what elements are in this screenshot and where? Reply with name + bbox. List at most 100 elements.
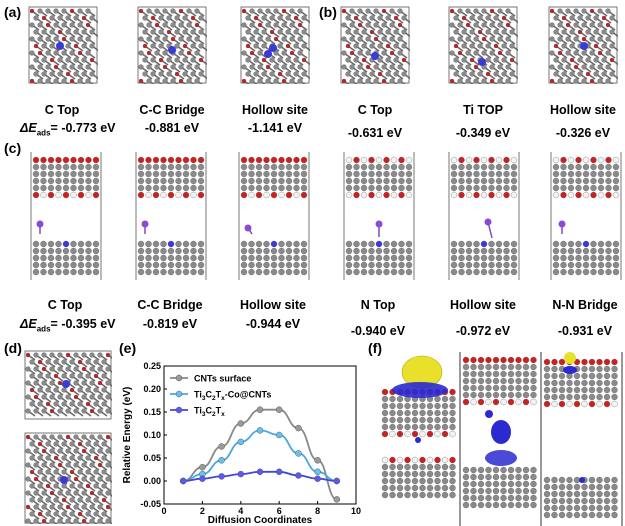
iso-blue	[491, 420, 511, 444]
legend-marker-0	[175, 374, 183, 382]
delta-e-ads-label-row1: ΔEads= -0.773 eV	[20, 121, 116, 138]
structure-c-1	[30, 152, 102, 280]
x-tick-label: 4	[238, 506, 243, 516]
data-point-0	[295, 424, 302, 432]
iso-blue-small	[415, 437, 421, 443]
legend-label-2: Ti3C2Tx	[194, 406, 225, 419]
panel-label-c: (c)	[4, 140, 22, 156]
atom-lattice	[241, 8, 310, 84]
x-tick-label: 0	[161, 506, 166, 516]
data-point-2	[237, 470, 245, 478]
y-tick-label: 0.05	[143, 453, 161, 463]
cnt-slab	[240, 240, 308, 276]
cnt-slab	[552, 240, 620, 276]
b-energy-1: -0.631 eV	[347, 126, 403, 140]
data-point-0	[333, 496, 341, 503]
x-tick-label: 2	[200, 506, 205, 516]
structure-c-3	[238, 152, 310, 280]
b-energy-3: -0.326 eV	[555, 126, 611, 140]
atom-lattice	[341, 8, 410, 84]
structure-c-2	[135, 152, 207, 280]
b-energy-2: -0.349 eV	[455, 126, 511, 140]
mxene-slab	[345, 156, 413, 199]
c-energy-4: -0.940 eV	[350, 324, 406, 338]
adsorbate-atom	[375, 220, 383, 228]
data-point-0	[275, 406, 283, 413]
data-point-2	[256, 468, 264, 476]
data-point-1	[275, 431, 283, 439]
data-point-0	[314, 457, 321, 464]
c-energy-3: -0.944 eV	[245, 317, 301, 331]
iso-blue	[563, 366, 577, 374]
mxene-slab	[137, 156, 205, 199]
panel-label-e: (e)	[119, 340, 137, 356]
data-point-1	[256, 427, 264, 434]
a-site-label-2: C-C Bridge	[139, 103, 205, 117]
a-site-label-1: C Top	[44, 103, 80, 117]
series-line-0	[183, 408, 338, 501]
energy-profile-chart: -0.05 0.00 0.05 0.10 0.15 0.20 0.25 0 2 4 6 8 10 Diff…	[122, 361, 361, 526]
atom-lattice	[138, 8, 207, 84]
data-point-1	[314, 468, 321, 476]
legend-label-0: CNTs surface	[194, 374, 251, 384]
x-axis-label: Diffusion Coordinates	[208, 515, 313, 526]
c-energy-2: -0.819 eV	[142, 317, 198, 331]
y-axis-label: Relative Energy (eV)	[122, 387, 133, 484]
data-point-2	[295, 472, 302, 479]
cnt-slab	[32, 240, 100, 276]
data-point-0	[256, 406, 264, 413]
structure-d-bottom	[24, 432, 112, 524]
data-point-1	[237, 438, 245, 446]
legend-marker-2	[175, 406, 183, 414]
data-point-1	[295, 450, 302, 457]
cnt-slab	[345, 240, 413, 276]
c-site-label-2: C-C Bridge	[137, 298, 203, 312]
data-point-0	[237, 420, 245, 427]
legend-marker-1	[175, 390, 183, 398]
legend-label-1: Ti3C2Tx-Co@CNTs	[194, 390, 271, 403]
structure-b-c-top	[340, 6, 410, 84]
data-point-2	[275, 468, 283, 476]
iso-yellow	[564, 352, 576, 364]
cobalt-atom	[269, 44, 277, 52]
mxene-slab	[240, 156, 308, 199]
a-energy-2: -0.881 eV	[144, 121, 200, 135]
cnt-dopant-atom	[376, 241, 382, 247]
y-tick-label: 0.20	[143, 384, 161, 394]
mxene-slab	[552, 156, 620, 199]
cnt-slab	[137, 240, 205, 276]
cobalt-atom	[168, 46, 176, 54]
iso-blue-small	[485, 410, 493, 418]
mxene-slab	[32, 156, 100, 199]
x-tick-label: 8	[315, 506, 320, 516]
charge-panel-2	[462, 352, 542, 526]
cobalt-atom	[62, 380, 70, 388]
adsorbate-atom	[558, 220, 566, 228]
charge-panel-3	[543, 352, 623, 526]
iso-blue-lower	[485, 450, 517, 466]
delta-e-ads-label-row2: ΔEads= -0.395 eV	[20, 317, 116, 334]
atom-lattice	[549, 8, 618, 84]
structure-b-ti-top	[448, 6, 518, 84]
cobalt-atom	[371, 52, 379, 60]
structure-c-6	[550, 152, 622, 280]
cnt-dopant-atom	[168, 241, 174, 247]
structure-a-cc-bridge	[137, 6, 207, 84]
panel-label-d: (d)	[4, 340, 22, 356]
structure-c-5	[448, 152, 520, 280]
b-site-label-2: Ti TOP	[463, 103, 503, 117]
y-tick-label: 0.00	[143, 476, 161, 486]
x-tick-label: 6	[277, 506, 282, 516]
b-site-label-1: C Top	[357, 103, 393, 117]
cobalt-atom	[264, 50, 272, 58]
adsorbate-atom	[36, 220, 44, 228]
c-energy-6: -0.931 eV	[557, 324, 613, 338]
cnt-dopant-atom	[481, 241, 487, 247]
x-tick-label: 10	[351, 506, 361, 516]
cnt-dopant-atom	[583, 241, 589, 247]
panel-label-f: (f)	[368, 340, 382, 356]
a-site-label-3: Hollow site	[242, 103, 308, 117]
data-point-0	[199, 463, 206, 471]
atom-lattice	[25, 434, 112, 524]
y-tick-label: -0.05	[140, 499, 161, 509]
